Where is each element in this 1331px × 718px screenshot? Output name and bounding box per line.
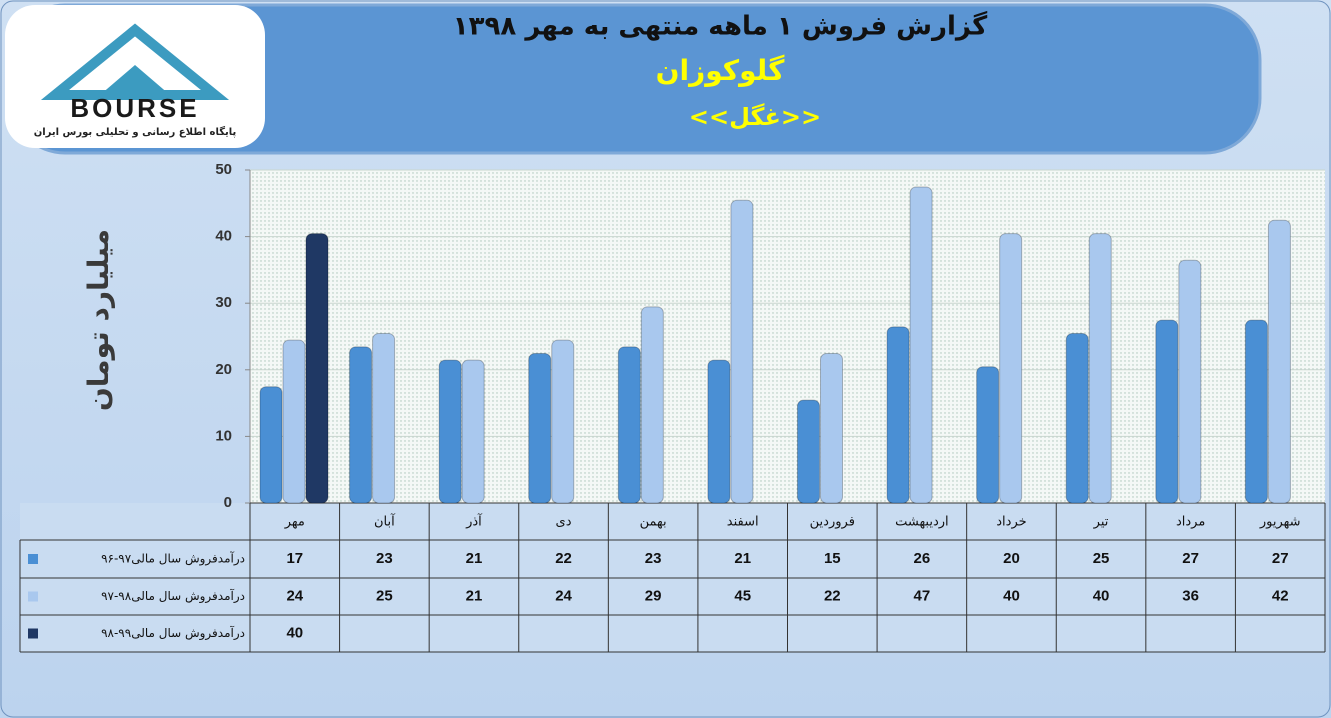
data-label: 36 bbox=[1182, 587, 1199, 604]
x-tick-label: آبان bbox=[374, 513, 396, 530]
data-label: 24 bbox=[286, 587, 303, 604]
x-tick-label: دی bbox=[556, 515, 572, 530]
data-label: 45 bbox=[734, 587, 751, 604]
bar bbox=[259, 386, 283, 504]
y-tick-label: 20 bbox=[215, 361, 232, 378]
legend-label: درآمدفروش سال مالی۹۷-۹۶ bbox=[101, 551, 245, 567]
x-tick-label: اردیبهشت bbox=[895, 515, 949, 530]
bar bbox=[305, 233, 329, 504]
data-label: 22 bbox=[555, 550, 572, 567]
y-axis-label: میلیارد تومان bbox=[82, 229, 115, 411]
x-tick-label: خرداد bbox=[996, 515, 1026, 530]
data-label: 27 bbox=[1272, 550, 1289, 567]
data-label: 42 bbox=[1272, 587, 1289, 604]
bar bbox=[999, 233, 1023, 504]
symbol: <<غگل>> bbox=[689, 103, 821, 131]
bar bbox=[1065, 333, 1089, 504]
logo-tagline: پایگاه اطلاع رسانی و تحلیلی بورس ایران bbox=[34, 125, 237, 138]
x-tick-label: مهر bbox=[284, 515, 305, 530]
chart-title: گزارش فروش ۱ ماهه منتهی به مهر ۱۳۹۸ bbox=[453, 11, 988, 42]
bar bbox=[820, 352, 843, 504]
data-label: 24 bbox=[555, 587, 572, 604]
legend-label: درآمدفروش سال مالی۹۸-۹۷ bbox=[101, 588, 245, 604]
bar bbox=[640, 306, 664, 504]
data-label: 23 bbox=[645, 550, 662, 567]
chart-subtitle: گلوکوزان bbox=[656, 54, 785, 87]
data-label: 40 bbox=[1003, 587, 1020, 604]
x-tick-label: مرداد bbox=[1176, 515, 1205, 530]
legend-label: درآمدفروش سال مالی۹۹-۹۸ bbox=[101, 625, 245, 641]
data-label: 40 bbox=[286, 624, 303, 641]
plot-area bbox=[250, 170, 1325, 503]
bar bbox=[1244, 319, 1268, 504]
data-label: 27 bbox=[1182, 550, 1199, 567]
bar bbox=[528, 352, 552, 504]
bar bbox=[372, 333, 396, 504]
data-label: 21 bbox=[734, 550, 751, 567]
bar bbox=[976, 366, 1000, 504]
data-label: 26 bbox=[914, 550, 931, 567]
y-tick-label: 10 bbox=[215, 427, 232, 444]
logo-name: BOURSE bbox=[70, 93, 199, 123]
y-tick-label: 40 bbox=[215, 228, 232, 245]
bar bbox=[1178, 259, 1202, 504]
logo-shape bbox=[100, 65, 170, 95]
x-tick-label: بهمن bbox=[640, 515, 667, 530]
y-tick-label: 0 bbox=[224, 494, 232, 511]
data-label: 15 bbox=[824, 550, 841, 567]
bar bbox=[1267, 219, 1291, 504]
data-label: 23 bbox=[376, 550, 393, 567]
legend-marker bbox=[28, 591, 38, 602]
y-tick-label: 50 bbox=[215, 161, 232, 178]
x-tick-label: شهریور bbox=[1259, 515, 1301, 530]
x-tick-label: اسفند bbox=[727, 515, 759, 530]
legend-marker bbox=[28, 628, 38, 639]
x-tick-label: آذر bbox=[465, 513, 483, 530]
data-label: 47 bbox=[914, 587, 931, 604]
y-tick-label: 30 bbox=[215, 294, 232, 311]
bar bbox=[617, 346, 641, 504]
bar bbox=[909, 186, 933, 504]
bar bbox=[707, 359, 731, 504]
bar bbox=[797, 399, 820, 504]
bar bbox=[349, 346, 373, 504]
data-label: 20 bbox=[1003, 550, 1020, 567]
x-tick-label: فروردین bbox=[810, 515, 855, 530]
bar bbox=[461, 359, 485, 504]
bar bbox=[438, 359, 462, 504]
data-label: 25 bbox=[1093, 550, 1110, 567]
data-label: 17 bbox=[286, 550, 303, 567]
x-tick-label: تیر bbox=[1093, 515, 1109, 530]
bar bbox=[1088, 233, 1112, 504]
bar bbox=[1155, 319, 1179, 504]
bar bbox=[886, 326, 910, 504]
bar bbox=[282, 339, 306, 504]
bar bbox=[730, 199, 754, 504]
data-label: 22 bbox=[824, 587, 841, 604]
legend-marker bbox=[28, 554, 38, 564]
data-label: 40 bbox=[1093, 587, 1110, 604]
bar bbox=[551, 339, 575, 504]
data-label: 21 bbox=[466, 550, 483, 567]
data-label: 29 bbox=[645, 587, 662, 604]
data-label: 21 bbox=[466, 587, 483, 604]
data-label: 25 bbox=[376, 587, 393, 604]
